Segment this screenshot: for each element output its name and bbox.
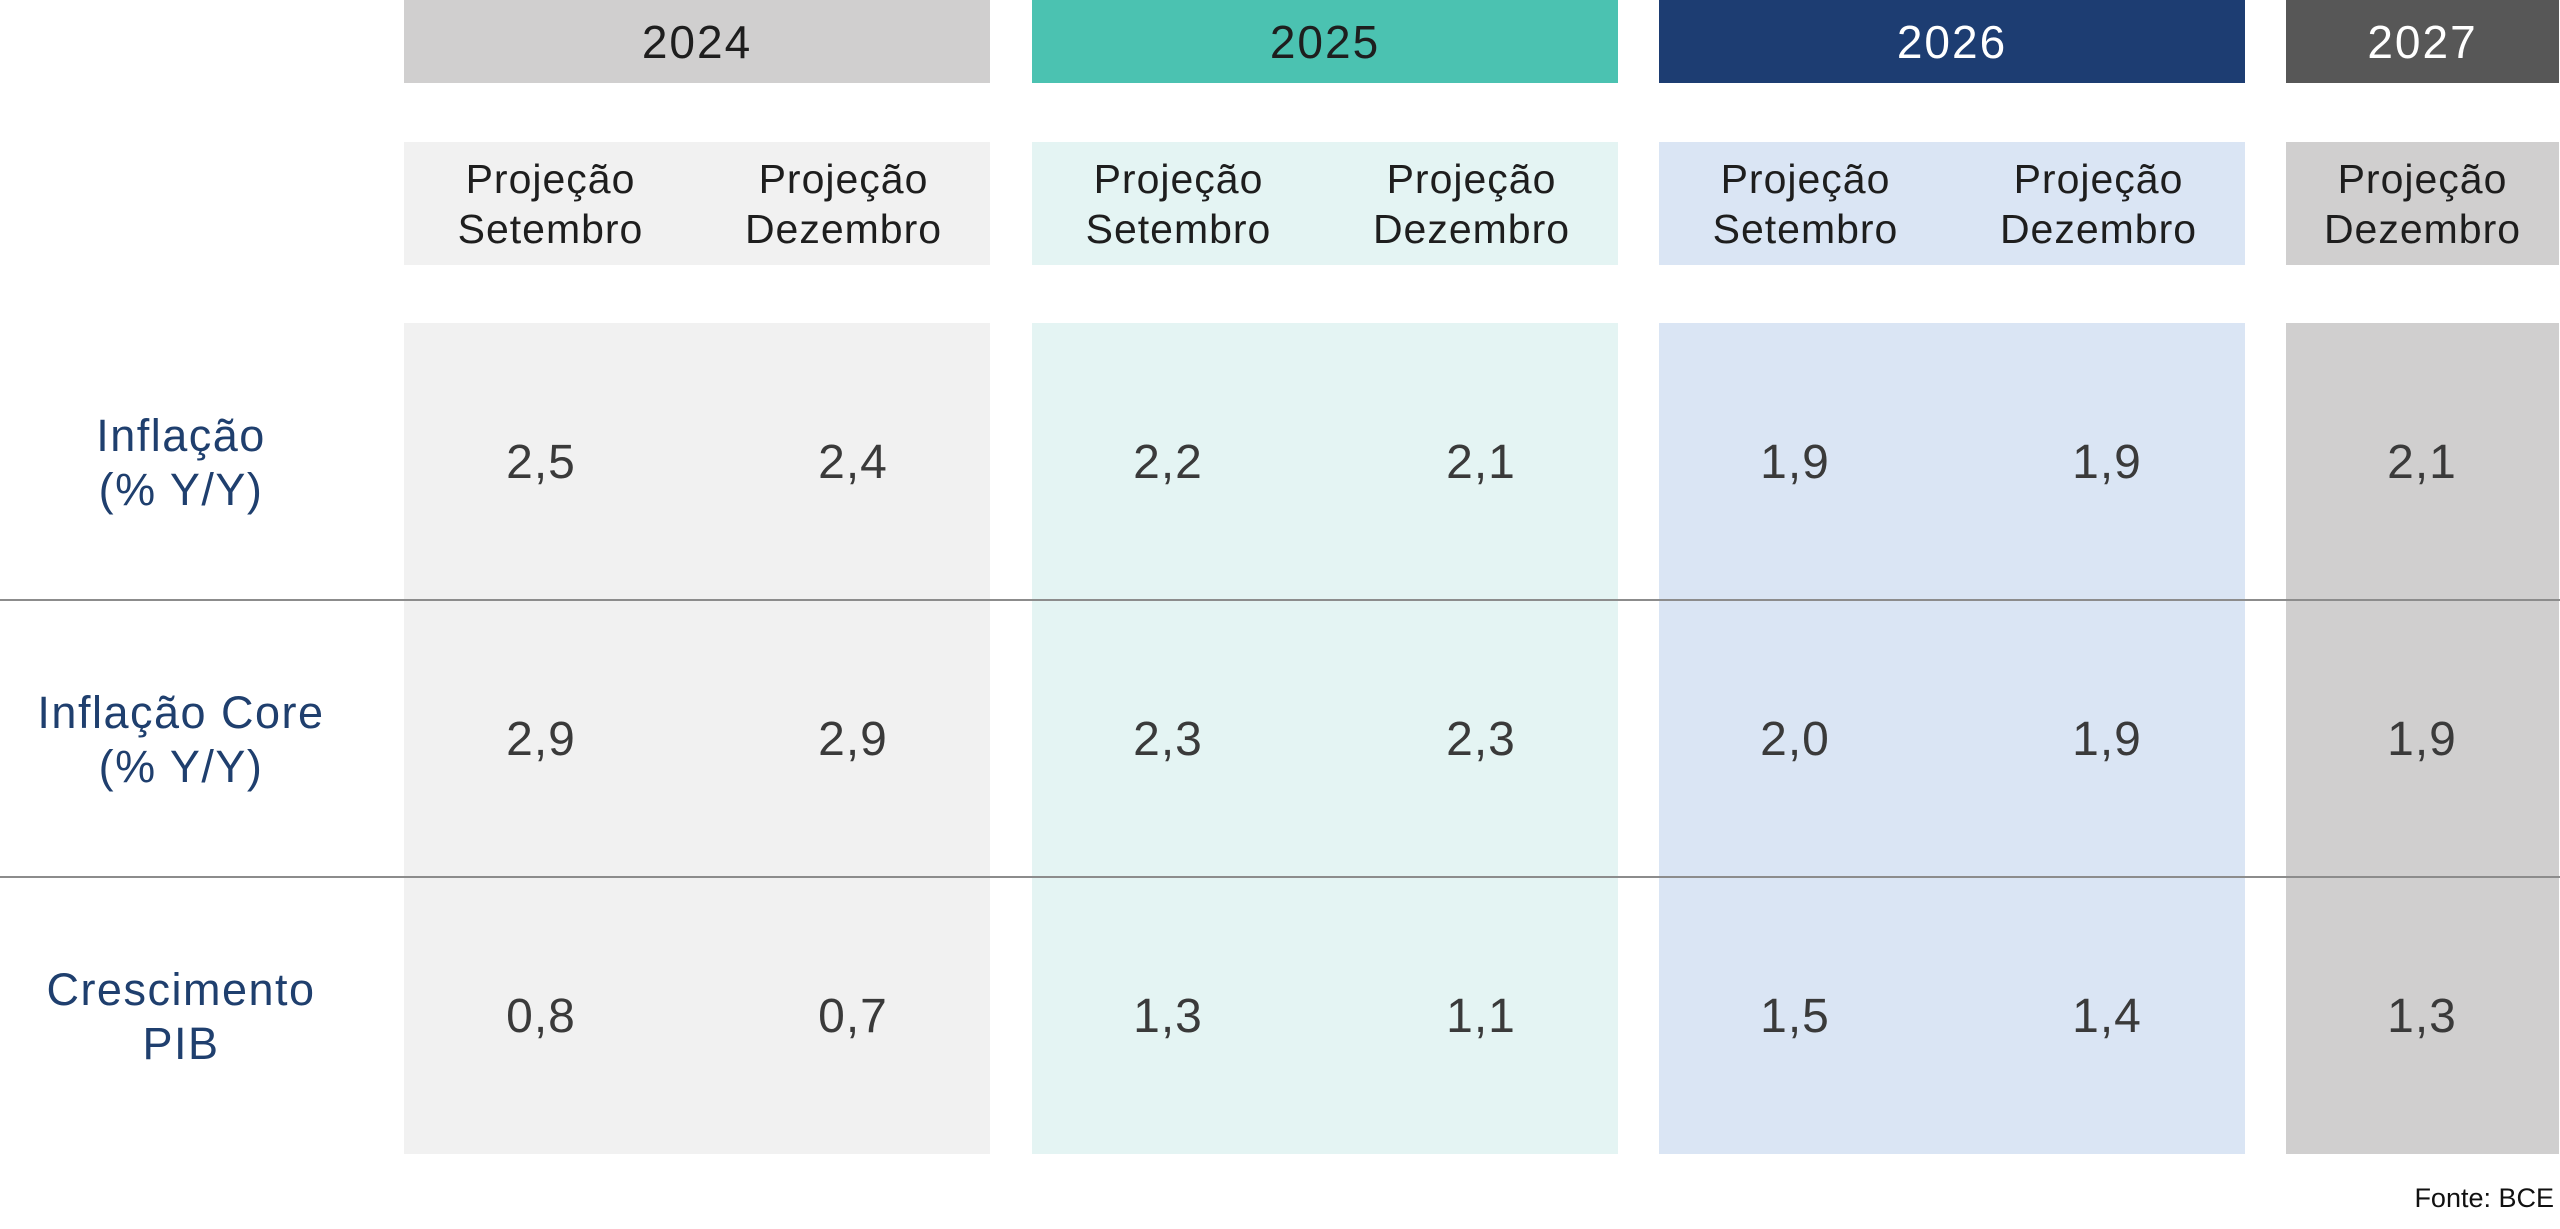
row-label: Inflação (% Y/Y) [0,409,362,517]
value-cell: 0,8 [506,990,576,1043]
year-header-2024: 2024 [404,0,990,83]
value-cell: 2,3 [1133,713,1203,766]
row-label: Crescimento PIB [0,963,362,1071]
row-label-line2: (% Y/Y) [98,741,264,792]
value-cell: 1,9 [2387,713,2457,766]
value-cell: 2,1 [2387,436,2457,489]
value-cell: 1,9 [1760,436,1830,489]
sub-header-2027: Projeção Dezembro [2286,142,2559,265]
column-header-line2: Setembro [457,205,644,252]
value-cell: 1,5 [1760,990,1830,1043]
sub-header-2024: Projeção Setembro Projeção Dezembro [404,142,990,265]
year-header-2026: 2026 [1659,0,2245,83]
row-divider [0,876,2560,878]
year-2026-column-bg [1659,323,2245,1154]
column-header-line1: Projeção [758,155,929,202]
column-header-line2: Setembro [1085,205,1272,252]
column-header: Projeção Dezembro [697,154,990,254]
value-cell: 2,1 [1446,436,1516,489]
sub-header-2026: Projeção Setembro Projeção Dezembro [1659,142,2245,265]
value-cell: 2,4 [818,436,888,489]
value-cell: 2,0 [1760,713,1830,766]
sub-header-2025: Projeção Setembro Projeção Dezembro [1032,142,1618,265]
value-cell: 1,9 [2072,436,2142,489]
value-cell: 2,2 [1133,436,1203,489]
column-header: Projeção Dezembro [2286,154,2559,254]
row-label-line2: PIB [142,1018,220,1069]
column-header-line1: Projeção [2013,155,2184,202]
column-header-line2: Dezembro [744,205,943,252]
column-header-line1: Projeção [2337,155,2508,202]
year-header-2027: 2027 [2286,0,2559,83]
row-label-line1: Inflação Core [37,687,325,738]
column-header-line1: Projeção [1720,155,1891,202]
value-cell: 2,9 [506,713,576,766]
row-divider [0,599,2560,601]
value-cell: 2,3 [1446,713,1516,766]
value-cell: 1,4 [2072,990,2142,1043]
value-cell: 1,3 [1133,990,1203,1043]
column-header: Projeção Dezembro [1325,154,1618,254]
value-cell: 1,9 [2072,713,2142,766]
value-cell: 1,1 [1446,990,1516,1043]
year-2025-column-bg [1032,323,1618,1154]
value-cell: 0,7 [818,990,888,1043]
column-header-line2: Dezembro [1999,205,2198,252]
row-label-line1: Inflação [96,410,266,461]
column-header-line2: Setembro [1712,205,1899,252]
column-header: Projeção Setembro [404,154,697,254]
year-2027-column-bg [2286,323,2559,1154]
column-header-line1: Projeção [465,155,636,202]
column-header: Projeção Setembro [1659,154,1952,254]
value-cell: 1,3 [2387,990,2457,1043]
year-2024-column-bg [404,323,990,1154]
column-header-line1: Projeção [1093,155,1264,202]
value-cell: 2,5 [506,436,576,489]
column-header: Projeção Setembro [1032,154,1325,254]
column-header: Projeção Dezembro [1952,154,2245,254]
source-note: Fonte: BCE [2414,1183,2554,1213]
column-header-line2: Dezembro [1372,205,1571,252]
column-header-line2: Dezembro [2323,205,2522,252]
column-header-line1: Projeção [1386,155,1557,202]
row-label-line1: Crescimento [46,964,316,1015]
row-label-line2: (% Y/Y) [98,464,264,515]
year-header-2025: 2025 [1032,0,1618,83]
row-label: Inflação Core (% Y/Y) [0,686,362,794]
value-cell: 2,9 [818,713,888,766]
